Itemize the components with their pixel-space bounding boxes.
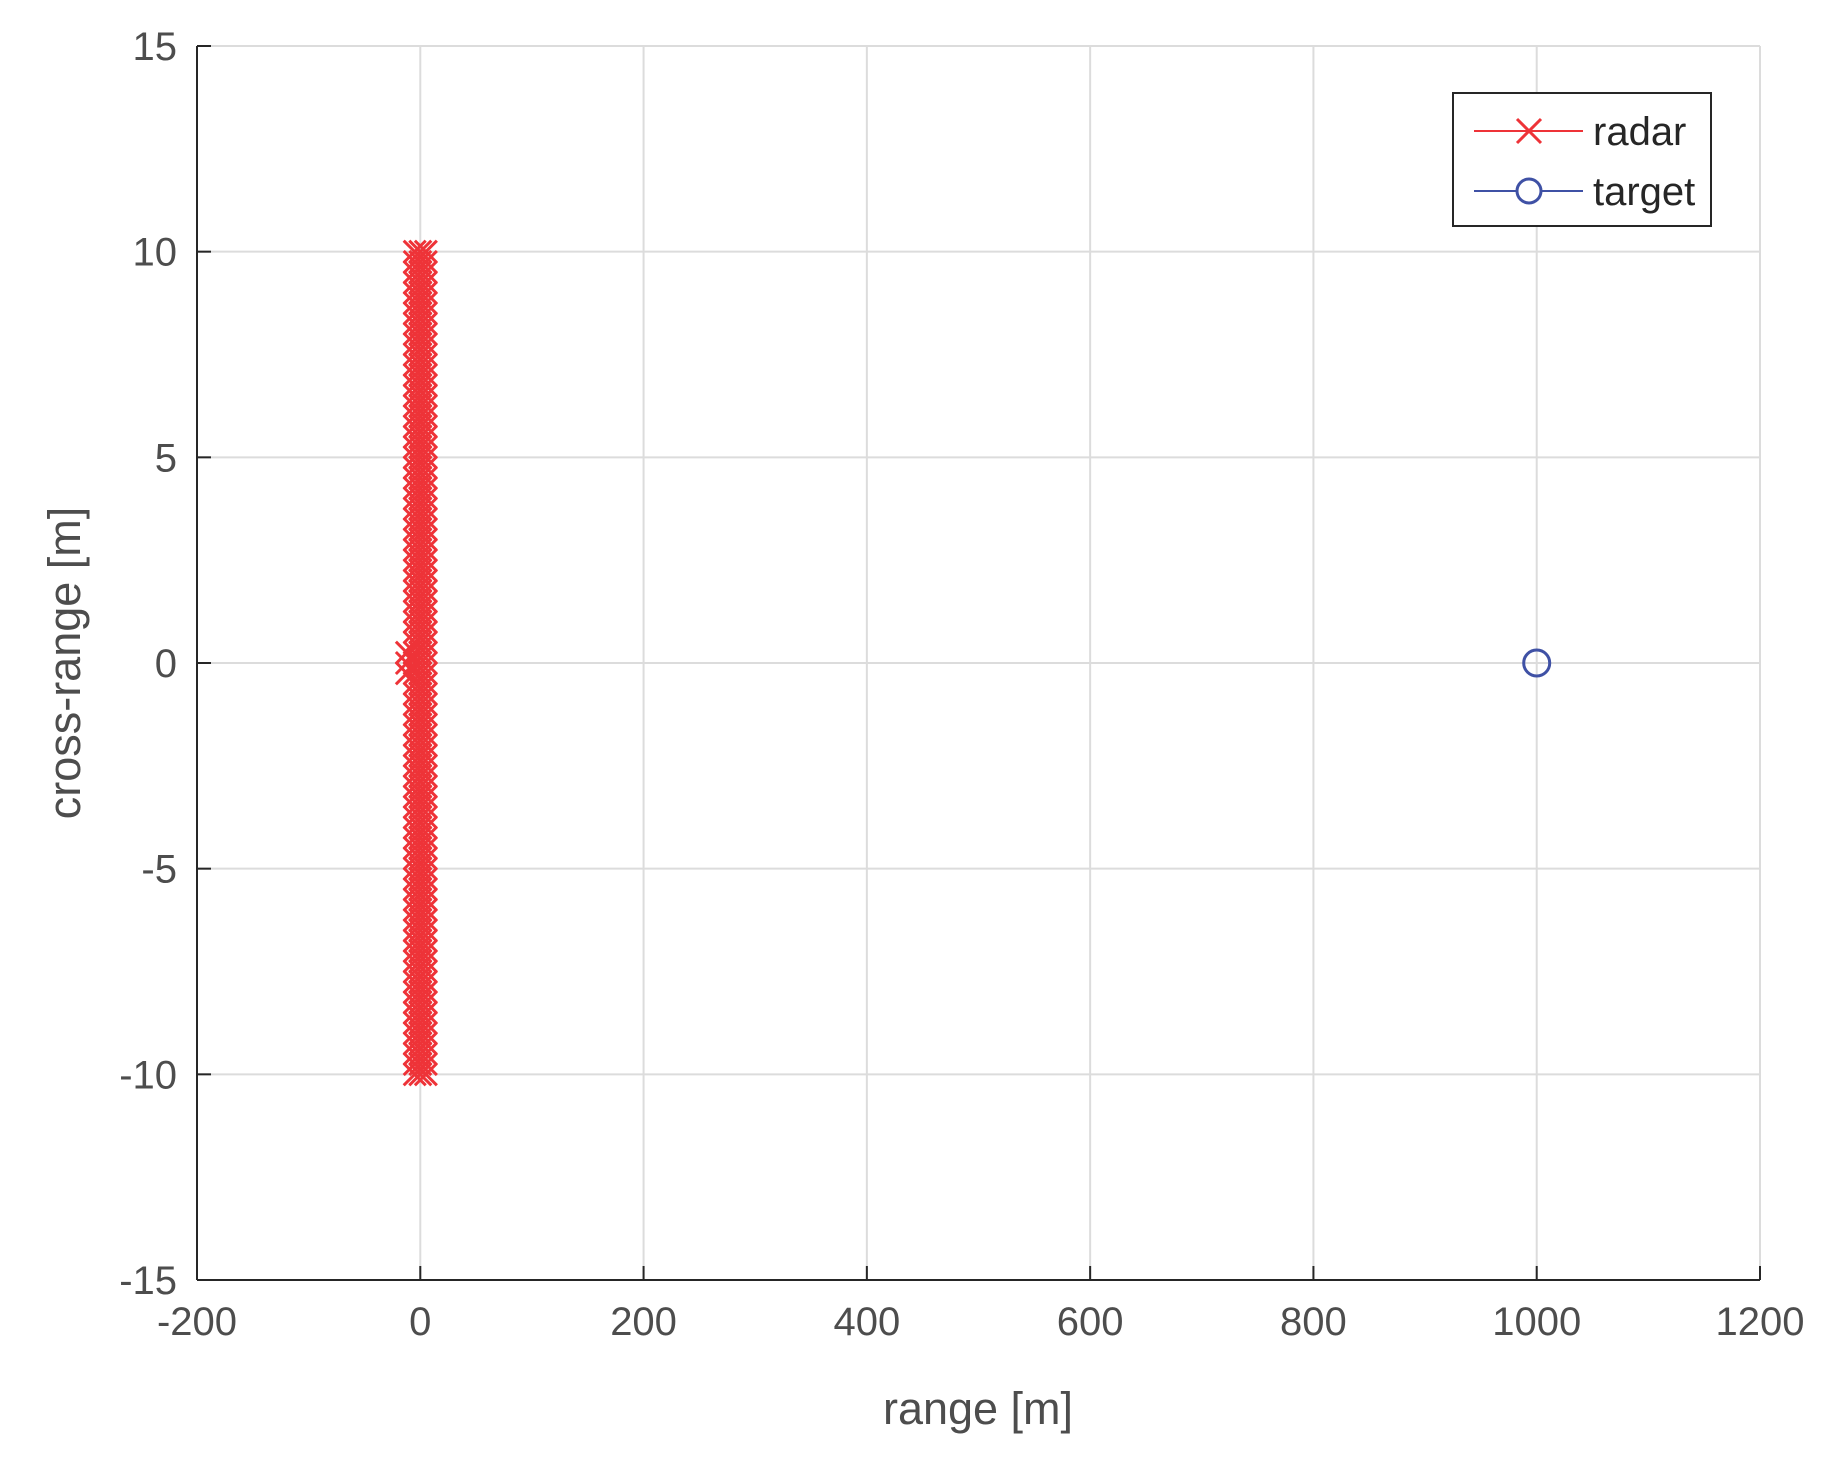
y-tick-label: -10	[119, 1053, 177, 1097]
radar-point	[402, 239, 427, 264]
radar-series	[394, 239, 438, 1087]
y-tick-label: 5	[155, 436, 177, 480]
y-tick-label: -15	[119, 1259, 177, 1303]
legend: radar target	[1452, 92, 1712, 227]
y-tick-labels: 15 10 5 0 -5 -10 -15	[119, 25, 177, 1303]
radar-point	[413, 239, 438, 264]
x-tick-label: 200	[610, 1300, 677, 1344]
radar-point	[394, 640, 419, 665]
legend-radar-marker	[1515, 117, 1543, 145]
x-tick-label: 800	[1280, 1300, 1347, 1344]
legend-target-label: target	[1593, 170, 1695, 214]
x-tick-label: 1200	[1716, 1300, 1805, 1344]
x-tick-labels: -200 0 200 400 600 800 1000 1200	[157, 1300, 1805, 1344]
grid-lines	[197, 45, 1761, 1280]
target-series	[1522, 648, 1552, 678]
x-tick-label: 600	[1057, 1300, 1124, 1344]
y-tick-label: -5	[141, 848, 177, 892]
target-point	[1522, 648, 1552, 678]
y-tick-label: 0	[155, 642, 177, 686]
x-tick-label: -200	[157, 1300, 237, 1344]
x-tick-label: 0	[409, 1300, 431, 1344]
radar-point	[394, 661, 419, 686]
legend-target-marker	[1515, 177, 1543, 205]
y-axis-title: cross-range [m]	[39, 507, 90, 820]
y-tick-label: 15	[133, 25, 178, 69]
radar-point	[394, 650, 419, 676]
axes	[196, 45, 1761, 1281]
x-axis-title: range [m]	[883, 1383, 1073, 1434]
legend-radar-label: radar	[1593, 110, 1686, 154]
x-tick-label: 400	[833, 1300, 900, 1344]
y-tick-label: 10	[133, 231, 178, 275]
legend-box	[1452, 92, 1712, 227]
radar-point	[408, 239, 433, 264]
x-tick-label: 1000	[1492, 1300, 1581, 1344]
